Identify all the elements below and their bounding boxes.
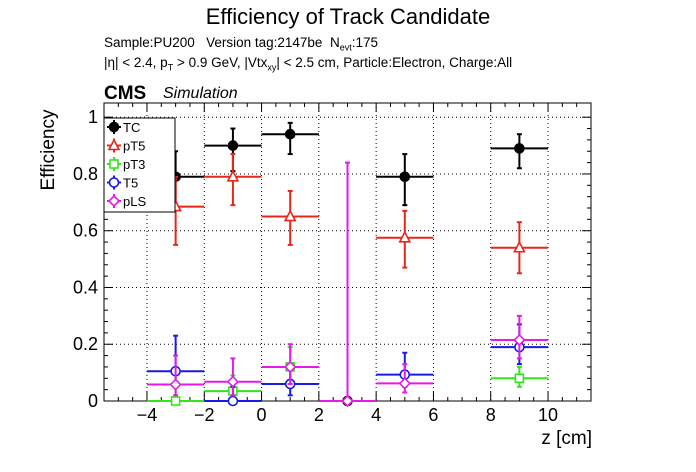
data-marker (514, 143, 525, 154)
data-point (261, 189, 319, 246)
data-marker (514, 373, 525, 384)
data-point (146, 354, 205, 397)
legend-item-pls: pLS (107, 194, 146, 209)
legend-label: pLS (123, 194, 146, 209)
data-marker (226, 169, 240, 182)
data-marker (398, 230, 412, 243)
legend-marker (107, 194, 121, 208)
legend-label: TC (123, 120, 140, 135)
x-axis-label: z [cm] (541, 428, 592, 449)
subtitle-cuts-line: |η| < 2.4, pT > 0.9 GeV, |Vtxxy| < 2.5 c… (104, 55, 512, 73)
y-tick-label: 0.2 (73, 334, 98, 354)
y-tick-label: 0.8 (73, 164, 98, 184)
x-tick-label: 10 (538, 405, 558, 425)
legend-label: pT3 (123, 157, 145, 172)
data-marker (283, 209, 297, 222)
data-point (490, 314, 549, 360)
data-point (261, 121, 319, 156)
cms-label: CMS (104, 83, 147, 104)
x-tick-label: 2 (314, 405, 324, 425)
data-point (318, 161, 377, 408)
data-marker (513, 333, 526, 347)
chart-title: Efficiency of Track Candidate (205, 4, 491, 29)
x-tick-label: 0 (257, 405, 267, 425)
vtx-sub: xy (267, 62, 277, 73)
data-point (376, 363, 434, 394)
x-tick-label: −2 (194, 405, 215, 425)
data-point (261, 343, 319, 385)
y-tick-label: 0 (88, 391, 98, 411)
data-point (490, 221, 549, 275)
legend-item-pt5: pT5 (107, 138, 145, 154)
data-point (490, 133, 549, 170)
particle-text: | < 2.5 cm, Particle:Electron, Charge:Al… (276, 55, 513, 70)
data-point (204, 153, 262, 207)
legend: TC pT5 pT3 T5 pLS (103, 117, 176, 213)
legend-item-tc: TC (107, 120, 140, 135)
data-marker (513, 240, 526, 253)
x-tick-label: 6 (428, 405, 438, 425)
y-tick-label: 0.6 (73, 221, 98, 241)
version-text: Version tag:2147be (206, 35, 323, 50)
data-marker (227, 395, 239, 407)
simulation-label: Simulation (163, 85, 238, 102)
legend-marker (108, 121, 120, 133)
nevt-sub: evt (339, 42, 352, 53)
data-marker (398, 377, 411, 390)
nevt-value: :175 (351, 35, 378, 50)
data-marker (226, 375, 240, 388)
legend-item-t5: T5 (107, 175, 138, 191)
data-marker (341, 394, 354, 408)
data-marker (284, 128, 296, 140)
x-tick-label: 4 (371, 405, 381, 425)
legend-label: T5 (123, 176, 138, 191)
x-tick-label: −4 (137, 405, 158, 425)
data-point (490, 365, 549, 388)
y-tick-label: 0.4 (73, 277, 98, 297)
data-marker (284, 360, 297, 374)
data-point (376, 153, 434, 207)
legend-marker (107, 138, 121, 151)
nevt-prefix: N (329, 35, 340, 50)
x-tick-label: 8 (486, 405, 496, 425)
y-tick-label: 1 (88, 107, 98, 127)
data-marker (399, 171, 411, 183)
pt-cut-text: > 0.9 GeV, |Vtx (173, 55, 268, 70)
data-marker (170, 396, 181, 406)
legend-item-pt3: pT3 (107, 157, 145, 172)
data-point (204, 357, 262, 397)
sample-text: Sample:PU200 (104, 35, 195, 50)
data-marker (227, 140, 239, 151)
legend-label: pT5 (123, 139, 145, 154)
legend-marker (108, 177, 120, 188)
pt-sub: T (167, 62, 174, 73)
series-pls (146, 161, 549, 408)
data-marker (169, 378, 182, 391)
eta-cut-text: |η| < 2.4, p (104, 55, 168, 70)
data-point (376, 209, 434, 269)
subtitle-sample-line: Sample:PU200 Version tag:2147be Nevt:175 (104, 35, 378, 53)
legend-marker (109, 159, 119, 169)
